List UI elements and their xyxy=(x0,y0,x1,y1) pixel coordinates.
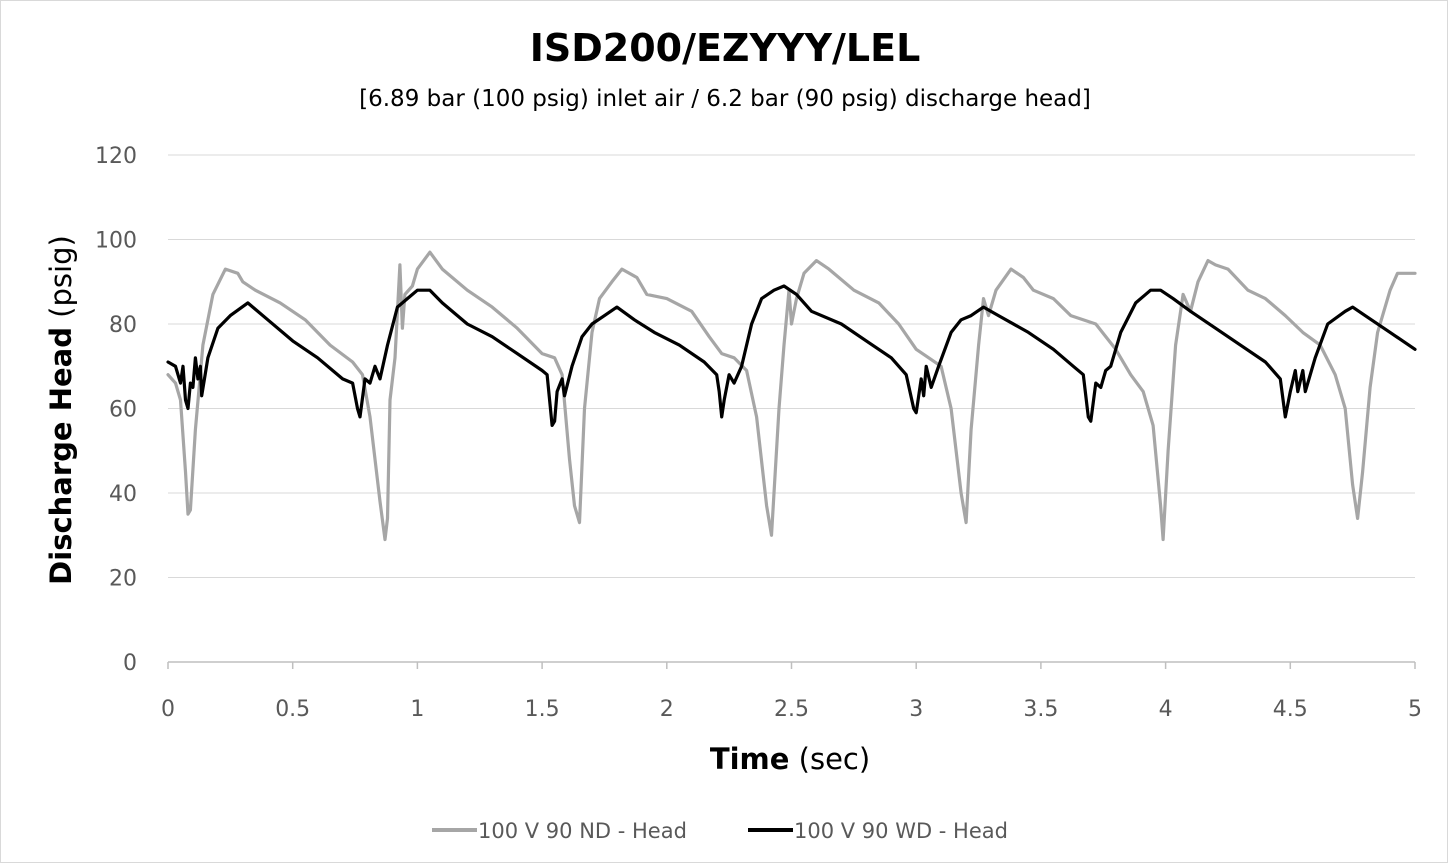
x-axis-title: Time (sec) xyxy=(710,742,870,776)
chart-title: ISD200/EZYYY/LEL xyxy=(529,26,921,70)
x-tick-label: 3 xyxy=(909,697,923,722)
y-tick-label: 0 xyxy=(123,651,137,676)
x-tick-label: 2 xyxy=(660,697,674,722)
x-tick-label: 1.5 xyxy=(525,697,560,722)
y-tick-label: 100 xyxy=(95,229,137,254)
x-tick-label: 3.5 xyxy=(1023,697,1058,722)
x-tick-labels: 0 0.5 1 1.5 2 2.5 3 3.5 4 4.5 5 xyxy=(161,697,1422,722)
y-tick-labels: 0 20 40 60 80 100 120 xyxy=(95,144,137,676)
x-tick-label: 0.5 xyxy=(275,697,310,722)
y-tick-label: 120 xyxy=(95,144,137,169)
x-tick-label: 0 xyxy=(161,697,175,722)
y-tick-label: 80 xyxy=(109,313,137,338)
legend-label-wd: 100 V 90 WD - Head xyxy=(794,819,1008,843)
legend-label-nd: 100 V 90 ND - Head xyxy=(478,819,687,843)
legend: 100 V 90 ND - Head 100 V 90 WD - Head xyxy=(432,819,1008,843)
x-axis-title-unit: (sec) xyxy=(789,742,870,776)
x-axis-title-main: Time xyxy=(710,742,790,776)
x-tick-label: 2.5 xyxy=(774,697,809,722)
x-tick-label: 1 xyxy=(410,697,424,722)
y-tick-label: 20 xyxy=(109,567,137,592)
y-tick-label: 60 xyxy=(109,398,137,423)
series-line-wd-head xyxy=(166,284,1417,427)
x-tick-label: 5 xyxy=(1408,697,1422,722)
x-tick-label: 4.5 xyxy=(1273,697,1308,722)
y-axis-title-main: Discharge Head xyxy=(44,327,78,585)
y-axis-title: Discharge Head (psig) xyxy=(44,235,78,585)
x-tick-label: 4 xyxy=(1159,697,1173,722)
y-tick-label: 40 xyxy=(109,482,137,507)
chart-subtitle: [6.89 bar (100 psig) inlet air / 6.2 bar… xyxy=(359,86,1091,112)
x-axis xyxy=(167,661,1416,669)
series-line-nd-head xyxy=(166,250,1417,542)
series-lines xyxy=(166,250,1417,542)
y-axis-title-unit: (psig) xyxy=(44,235,78,327)
